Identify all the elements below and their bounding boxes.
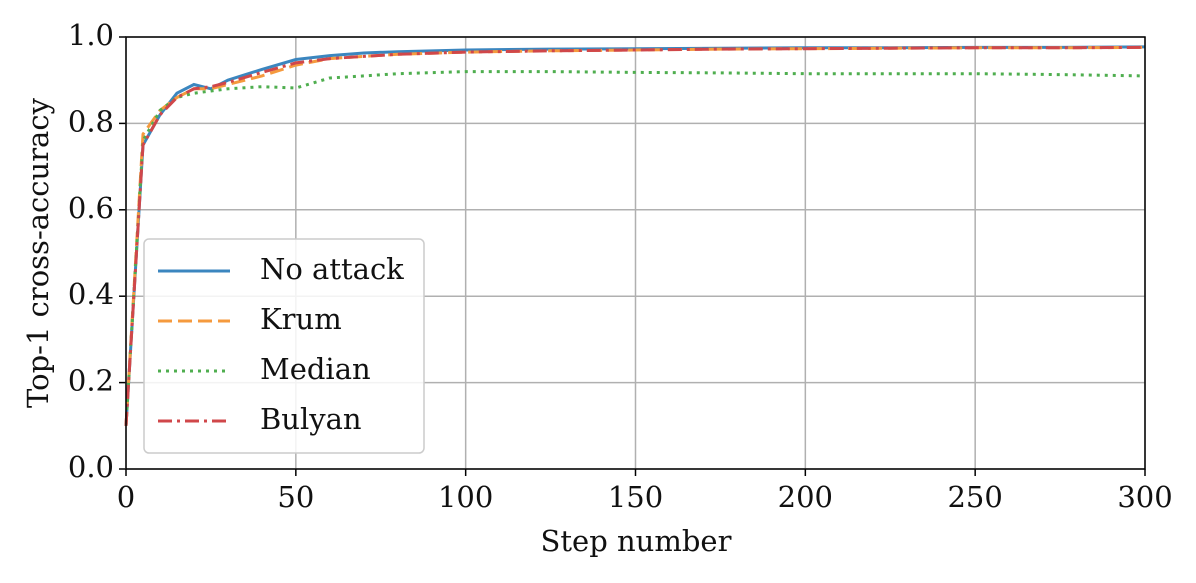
y-tick-label: 0.0 [68, 450, 114, 484]
legend-label: No attack [260, 252, 404, 286]
x-tick-label: 300 [1117, 480, 1172, 514]
y-tick-label: 0.6 [68, 191, 114, 225]
x-axis-label: Step number [541, 524, 732, 558]
y-tick-label: 0.8 [68, 104, 114, 138]
legend-label: Bulyan [260, 402, 362, 436]
y-axis-label: Top-1 cross-accuracy [21, 97, 55, 408]
series-line [124, 70, 1146, 426]
series-line [124, 45, 1146, 426]
y-tick-label: 0.4 [68, 277, 114, 311]
y-tick-label: 1.0 [68, 18, 114, 52]
legend-box [143, 238, 425, 454]
x-tick-label: 0 [117, 480, 135, 514]
plot-frame [125, 36, 1146, 470]
x-tick-label: 250 [947, 480, 1002, 514]
x-tick-label: 100 [438, 480, 493, 514]
legend-label: Median [260, 352, 371, 386]
x-tick-label: 50 [277, 480, 314, 514]
x-tick-label: 150 [608, 480, 663, 514]
x-tick-label: 200 [778, 480, 833, 514]
legend-label: Krum [260, 302, 342, 336]
y-tick-label: 0.2 [68, 364, 114, 398]
